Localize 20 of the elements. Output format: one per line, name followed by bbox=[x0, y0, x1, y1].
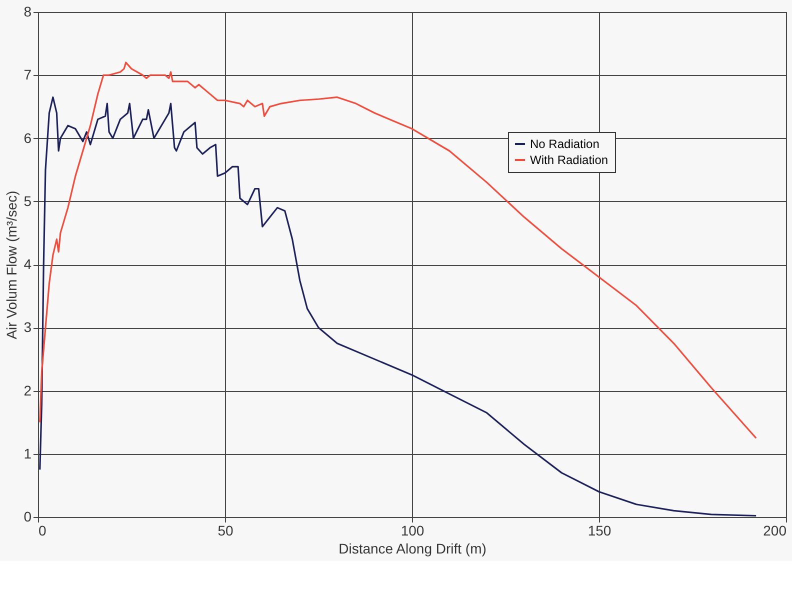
line-series bbox=[39, 62, 757, 439]
y-tick-label: 5 bbox=[24, 192, 32, 209]
y-tick-label: 2 bbox=[24, 382, 32, 398]
x-tick-label: 0 bbox=[38, 522, 46, 538]
legend-label: No Radiation bbox=[530, 137, 600, 151]
legend-label: With Radiation bbox=[530, 153, 608, 167]
y-tick-label: 6 bbox=[24, 130, 32, 146]
y-tick-label: 3 bbox=[24, 319, 32, 336]
y-axis-title: Air Volum Flow (m³/sec) bbox=[4, 190, 20, 340]
x-tick-label: 100 bbox=[400, 522, 424, 538]
y-tick-label: 1 bbox=[24, 445, 32, 462]
x-tick-label: 50 bbox=[218, 522, 234, 538]
line-series bbox=[39, 96, 757, 517]
x-axis-title: Distance Along Drift (m) bbox=[338, 540, 486, 556]
y-tick-label: 7 bbox=[24, 66, 32, 83]
y-tick-label: 0 bbox=[24, 508, 32, 524]
x-tick-label: 150 bbox=[588, 522, 612, 538]
y-tick-label: 8 bbox=[24, 4, 32, 20]
y-tick-label: 4 bbox=[24, 256, 32, 272]
x-tick-label: 200 bbox=[763, 522, 787, 538]
